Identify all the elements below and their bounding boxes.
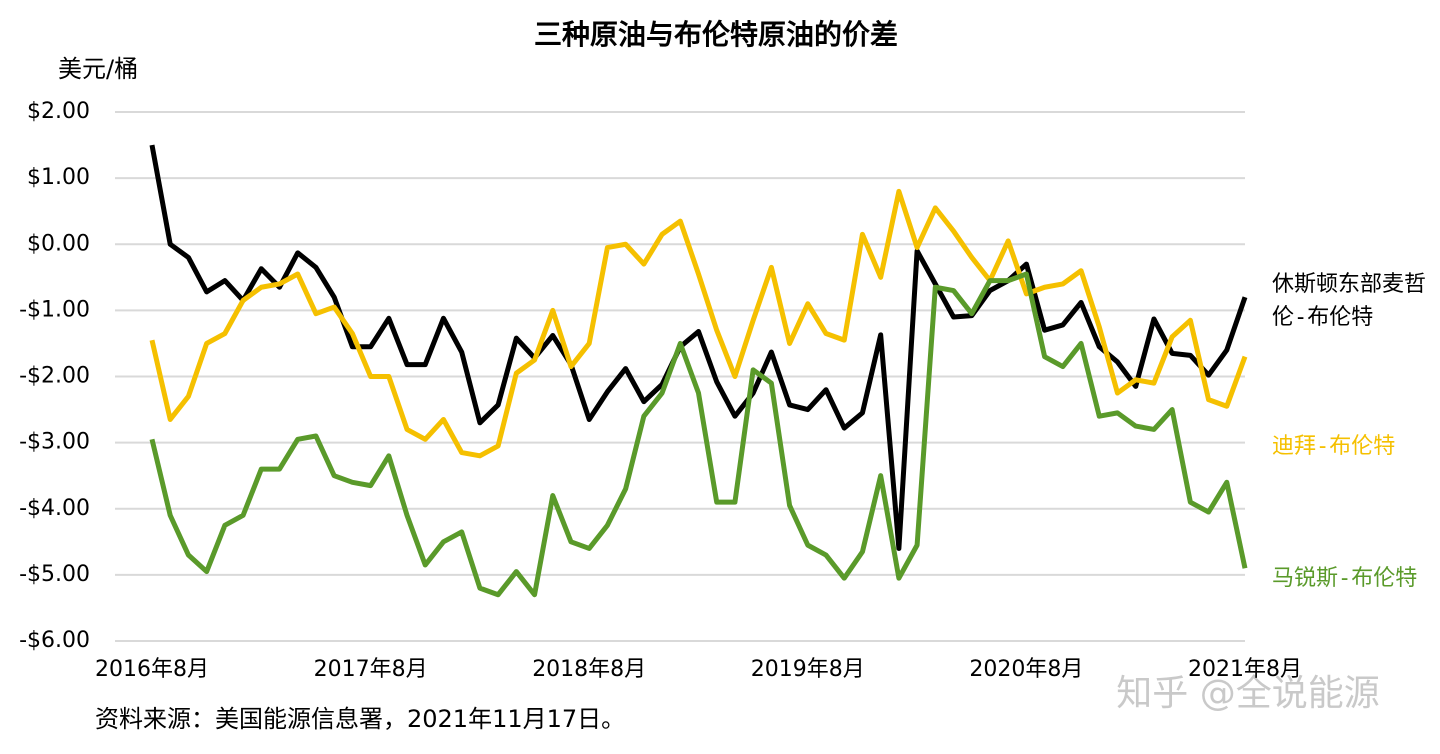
data-line xyxy=(149,271,1248,598)
y-tick-label: $0.00 xyxy=(27,231,90,256)
x-tick-label: 2021年8月 xyxy=(1188,657,1302,682)
y-tick-label: -$1.00 xyxy=(19,297,90,322)
y-axis-label: 美元/桶 xyxy=(58,55,138,83)
watermark: 知乎 @全说能源 xyxy=(1116,673,1379,714)
x-tick-label: 2018年8月 xyxy=(532,657,646,682)
y-tick-label: -$6.00 xyxy=(19,628,90,653)
y-tick-label: -$4.00 xyxy=(19,496,90,521)
x-tick-label: 2017年8月 xyxy=(314,657,428,682)
legend-entry: 马锐斯-布伦特 xyxy=(1272,566,1418,591)
y-tick-label: -$3.00 xyxy=(19,430,90,455)
data-line xyxy=(149,144,1248,551)
x-tick-label: 2020年8月 xyxy=(969,657,1083,682)
y-tick-label: -$5.00 xyxy=(19,562,90,587)
y-tick-label: $1.00 xyxy=(27,165,90,190)
legend-entry: 休斯顿东部麦哲伦-布伦特 xyxy=(1272,272,1427,330)
chart-title: 三种原油与布伦特原油的价差 xyxy=(534,18,898,51)
x-tick-label: 2019年8月 xyxy=(751,657,865,682)
source-note: 资料来源：美国能源信息署，2021年11月17日。 xyxy=(95,705,625,733)
data-line xyxy=(149,188,1248,459)
x-tick-label: 2016年8月 xyxy=(95,657,209,682)
y-tick-label: $2.00 xyxy=(27,99,90,124)
y-tick-label: -$2.00 xyxy=(19,364,90,389)
legend-entry: 迪拜-布伦特 xyxy=(1272,434,1396,459)
